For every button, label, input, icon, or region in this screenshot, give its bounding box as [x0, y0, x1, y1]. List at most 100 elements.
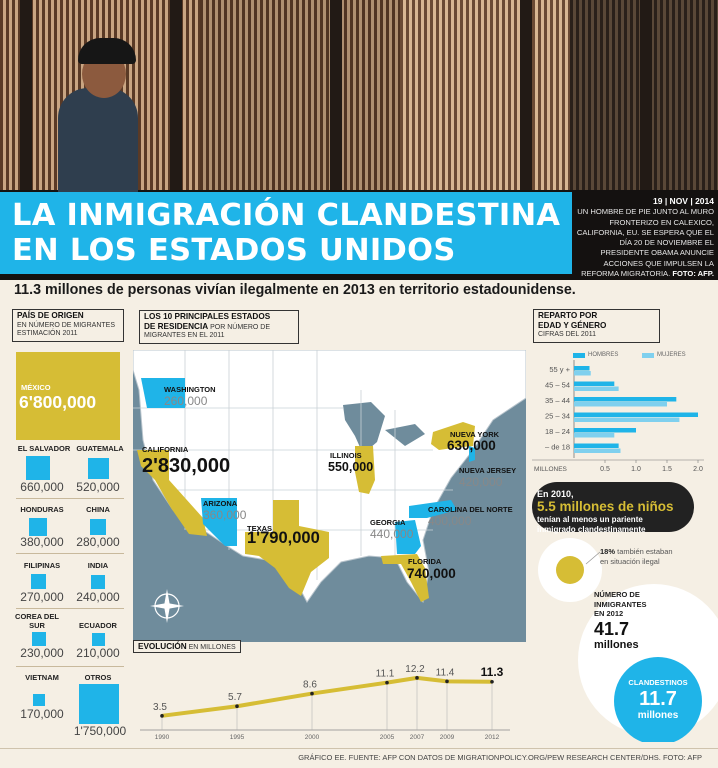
category-label: 55 y +	[549, 365, 570, 374]
bar-women	[574, 386, 619, 391]
caption-date: 19 | NOV | 2014	[653, 196, 714, 206]
bar-men	[574, 443, 619, 448]
children-share-text: 18% también estaban en situación ilegal	[600, 547, 673, 566]
children-year: En 2010,	[537, 489, 574, 499]
clandestine-unit: millones	[637, 710, 679, 721]
state-name: NUEVA JERSEY	[459, 466, 517, 475]
legend-women: MUJERES	[657, 352, 686, 358]
category-label: 18 – 24	[545, 427, 570, 436]
evolution-title-box: EVOLUCIÓN EN MILLONES	[133, 640, 241, 653]
bar-men	[574, 412, 698, 417]
tick-label: 2005	[380, 734, 395, 741]
state-value: 2'830,000	[142, 455, 231, 477]
data-label: 11.4	[436, 667, 455, 678]
category-label: 25 – 34	[545, 412, 570, 421]
tick-label: 1995	[230, 734, 245, 741]
country-name: VIETNAM	[25, 673, 59, 682]
data-point	[235, 704, 239, 709]
data-label: 3.5	[153, 702, 167, 713]
bar-men	[574, 428, 636, 433]
country-square	[92, 633, 105, 646]
mexico-label: MÉXICO	[21, 383, 51, 392]
category-label: 45 – 54	[545, 381, 570, 390]
clandestine-label: CLANDESTINOS	[628, 678, 688, 687]
country-name: FILIPINAS	[23, 561, 61, 570]
data-point	[490, 679, 494, 684]
bar-men	[574, 366, 590, 371]
category-label: 35 – 44	[545, 396, 570, 405]
tick-label: 1.0	[631, 466, 641, 473]
country-square	[26, 456, 50, 480]
state-value: 1'790,000	[247, 529, 320, 547]
country-name: INDIA	[87, 561, 109, 570]
country-value: 210,000	[76, 646, 120, 660]
bar-men	[574, 397, 677, 402]
country-name: ECUADOR	[79, 621, 117, 630]
state-value: 440,000	[370, 527, 414, 541]
bar-women	[574, 433, 615, 438]
country-value: 380,000	[20, 535, 64, 549]
clandestine-value: 11.7	[639, 688, 677, 710]
tick-label: 0.5	[600, 466, 610, 473]
origin-title: PAÍS DE ORIGEN	[17, 311, 84, 320]
footer: GRÁFICO EE. FUENTE: AFP CON DATOS DE MIG…	[0, 748, 718, 768]
country-name: OTROS	[84, 673, 112, 682]
headline: 11.3 millones de personas vivían ilegalm…	[14, 282, 576, 298]
state-value: 420,000	[459, 475, 503, 489]
country-square	[31, 574, 46, 589]
country-square	[91, 575, 105, 589]
legend-men: HOMBRES	[588, 352, 619, 358]
children-big: 5.5 millones de niños	[537, 499, 674, 514]
data-label: 5.7	[228, 692, 242, 703]
map-shape	[133, 350, 526, 623]
tick-label: 2.0	[693, 466, 703, 473]
bar-men	[574, 381, 615, 386]
immigrants-label: NÚMERO DE INMIGRANTES EN 2012	[594, 590, 647, 618]
tick-label: 1.5	[662, 466, 672, 473]
tick-label: 2012	[485, 734, 500, 741]
tick-label: 1990	[155, 734, 170, 741]
state-value: 550,000	[328, 460, 374, 474]
bar-women	[574, 417, 680, 422]
data-point	[385, 680, 389, 685]
country-name: EL SALVADOR	[17, 444, 71, 453]
mexico-square	[16, 352, 120, 440]
country-name: CHINA	[86, 505, 110, 514]
states-title-box: LOS 10 PRINCIPALES ESTADOS DE RESIDENCIA…	[139, 310, 299, 344]
state-name: ARIZONA	[203, 499, 238, 508]
country-value: 520,000	[76, 480, 120, 494]
evolution-title: EVOLUCIÓN	[138, 642, 187, 651]
country-value: 1'750,000	[73, 724, 127, 738]
state-name: CALIFORNIA	[142, 445, 189, 454]
state-name: GEORGIA	[370, 518, 406, 527]
country-value: 170,000	[20, 707, 64, 721]
state-value: 740,000	[407, 566, 456, 581]
bar-women	[574, 402, 667, 407]
evolution-unit: EN MILLONES	[188, 644, 236, 651]
data-label: 12.2	[405, 664, 425, 675]
children-pill	[532, 482, 694, 532]
usa-map	[133, 350, 526, 642]
bar-women	[574, 371, 591, 376]
country-value: 280,000	[76, 535, 120, 549]
state-name: ILLINOIS	[330, 451, 362, 460]
state-name: NUEVA YORK	[450, 430, 500, 439]
country-square	[88, 458, 109, 479]
age-title-box: REPARTO POR EDAD Y GÉNERO CIFRAS DEL 201…	[533, 309, 660, 343]
country-value: 660,000	[20, 480, 64, 494]
axis-label: MILLONES	[534, 466, 568, 473]
state-name: TEXAS	[247, 524, 273, 533]
state-name: WASHINGTON	[164, 385, 216, 394]
data-point	[445, 679, 449, 684]
mexico-value: 6'800,000	[19, 392, 97, 412]
country-square	[29, 518, 47, 536]
immigrants-unit: millones	[594, 639, 639, 651]
country-square	[33, 694, 45, 706]
tick-label: 2009	[440, 734, 455, 741]
photo-caption: 19 | NOV | 2014 UN HOMBRE DE PIE JUNTO A…	[576, 196, 714, 279]
data-label: 11.3	[481, 665, 504, 679]
data-point	[160, 714, 164, 718]
tick-label: 2000	[305, 734, 320, 741]
country-value: 270,000	[20, 590, 64, 604]
